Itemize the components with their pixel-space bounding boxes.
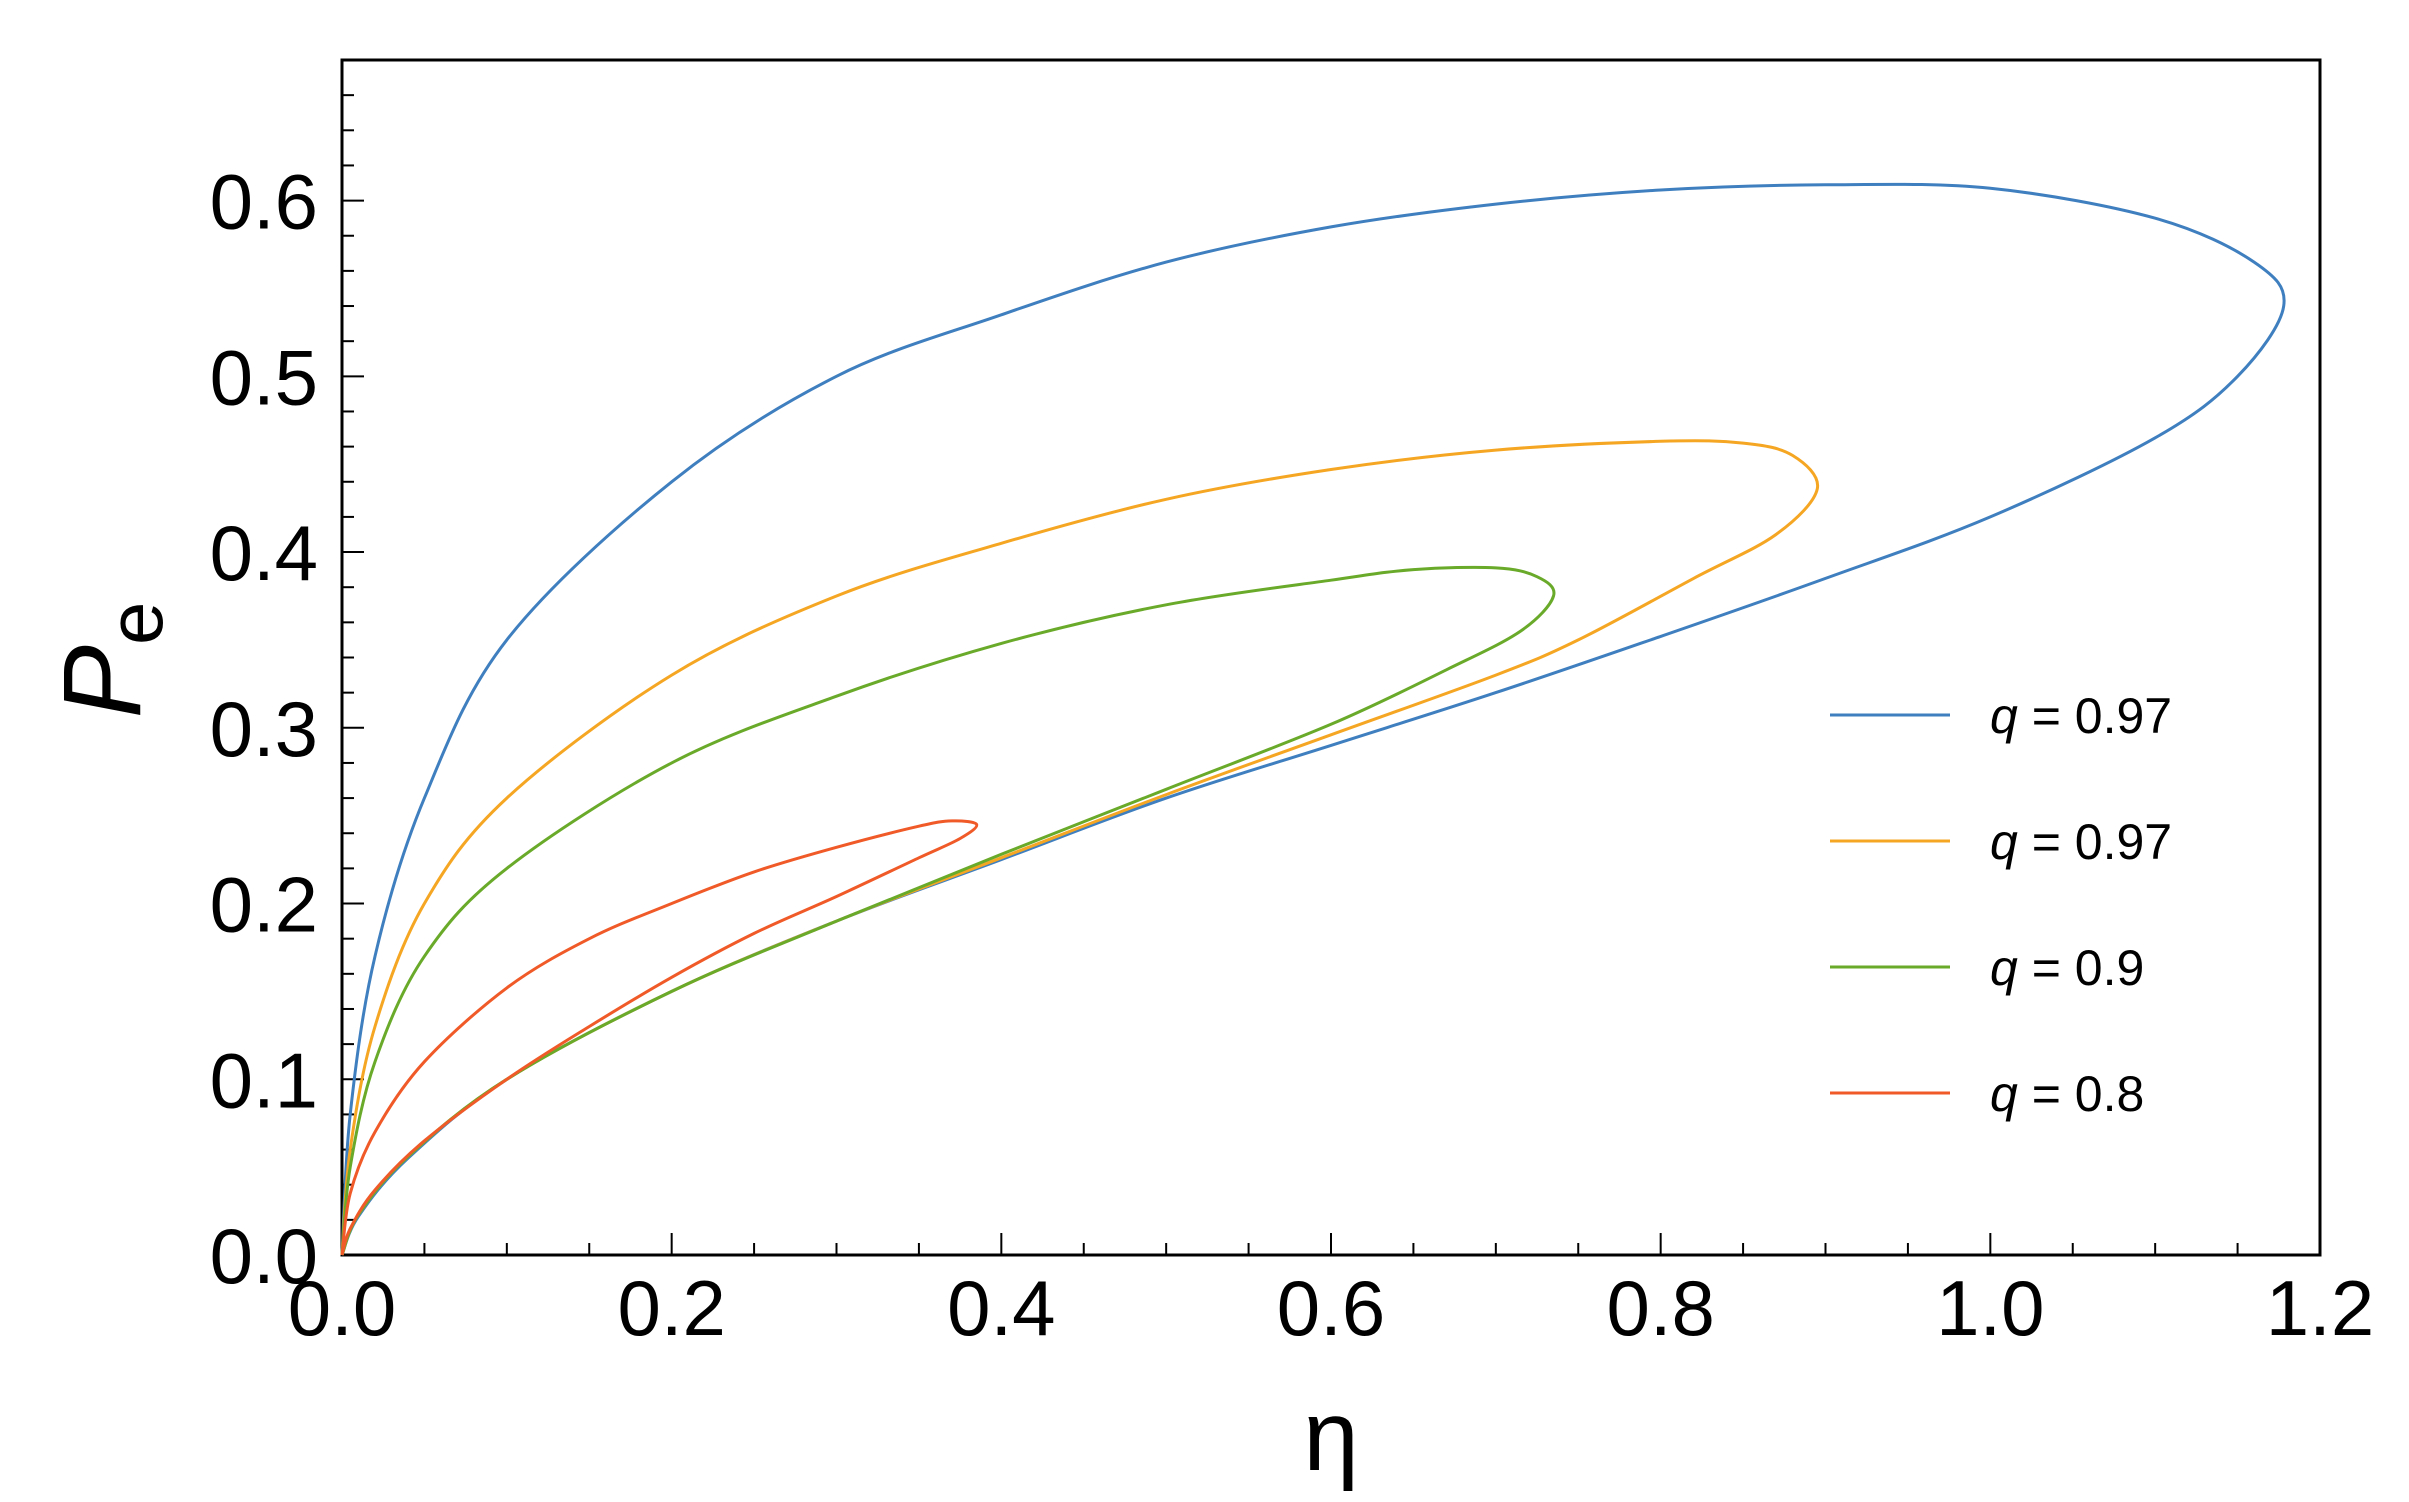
y-tick-label: 0.3 xyxy=(210,685,318,773)
legend-label-symbol: q xyxy=(1990,688,2018,744)
legend-label-value: = 0.97 xyxy=(2018,688,2172,744)
axis-ticks xyxy=(341,59,2321,1256)
legend-entry: q = 0.97 xyxy=(1830,814,2172,870)
x-tick-label: 0.4 xyxy=(947,1264,1055,1352)
x-tick-label: 0.8 xyxy=(1606,1264,1714,1352)
legend-label-symbol: q xyxy=(1990,940,2018,996)
legend-label-symbol: q xyxy=(1990,814,2018,870)
y-tick-label: 0.0 xyxy=(210,1212,318,1300)
y-tick-label: 0.2 xyxy=(210,861,318,949)
x-tick-label: 0.2 xyxy=(617,1264,725,1352)
y-axis-title-main: P xyxy=(41,645,164,718)
legend-label: q = 0.97 xyxy=(1990,688,2172,744)
legend-entry: q = 0.9 xyxy=(1830,940,2144,996)
y-tick-labels: 0.0 0.1 0.2 0.3 0.4 0.5 0.6 xyxy=(210,158,318,1300)
legend-entry: q = 0.8 xyxy=(1830,1066,2144,1122)
x-tick-label: 0.6 xyxy=(1277,1264,1385,1352)
y-axis-title-sub: e xyxy=(91,602,179,645)
x-tick-label: 1.2 xyxy=(2266,1264,2374,1352)
y-tick-label: 0.6 xyxy=(210,158,318,246)
y-axis-title: Pe xyxy=(41,602,179,719)
y-tick-label: 0.5 xyxy=(210,333,318,421)
x-tick-label: 1.0 xyxy=(1936,1264,2044,1352)
legend-label-value: = 0.9 xyxy=(2018,940,2145,996)
legend-label: q = 0.97 xyxy=(1990,814,2172,870)
y-tick-label: 0.4 xyxy=(210,509,318,597)
series-line-4 xyxy=(340,819,979,1256)
x-tick-labels: 0.0 0.2 0.4 0.6 0.8 1.0 1.2 xyxy=(288,1264,2374,1352)
legend-label-symbol: q xyxy=(1990,1066,2018,1122)
legend-label: q = 0.9 xyxy=(1990,940,2144,996)
legend-label-value: = 0.8 xyxy=(2018,1066,2145,1122)
series-lines xyxy=(340,182,2286,1256)
legend: q = 0.97q = 0.97q = 0.9q = 0.8 xyxy=(1830,688,2172,1122)
x-axis-title: η xyxy=(1303,1380,1359,1492)
legend-label-value: = 0.97 xyxy=(2018,814,2172,870)
series-line-3 xyxy=(340,565,1556,1256)
series-line-2 xyxy=(340,439,1820,1256)
legend-label: q = 0.8 xyxy=(1990,1066,2144,1122)
x-tick-label: 0.0 xyxy=(288,1264,396,1352)
legend-entry: q = 0.97 xyxy=(1830,688,2172,744)
y-tick-label: 0.1 xyxy=(210,1036,318,1124)
svg-text:Pe: Pe xyxy=(41,602,179,719)
